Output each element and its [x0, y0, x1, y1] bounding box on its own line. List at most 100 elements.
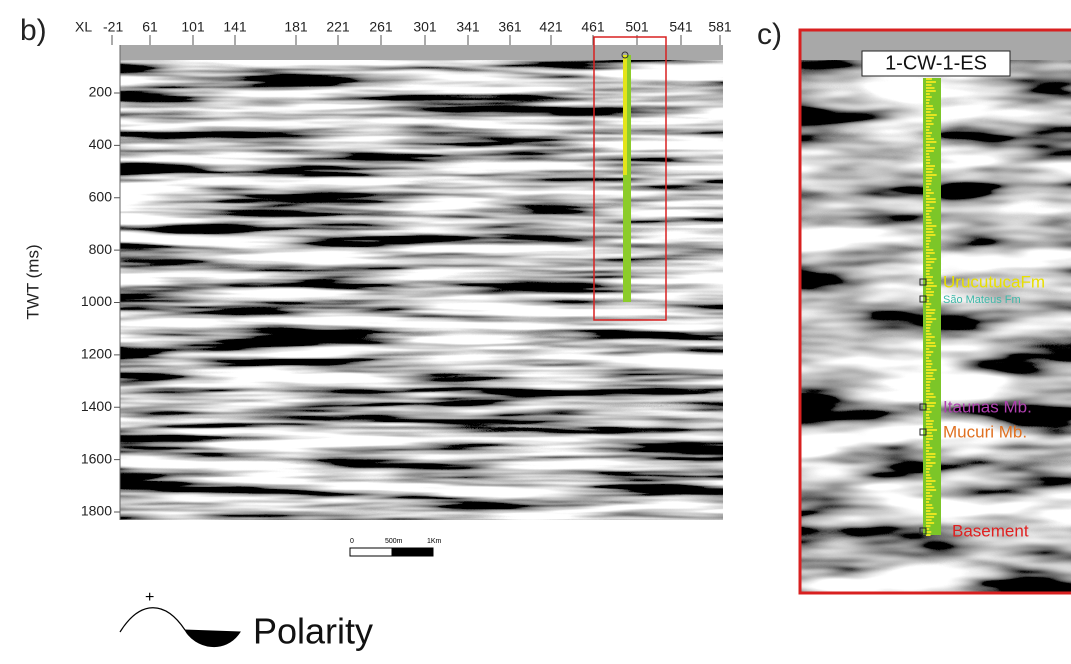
y-tick-label: 600: [89, 188, 113, 204]
gr-sample: [926, 264, 931, 266]
gr-sample: [926, 528, 930, 530]
gr-sample: [926, 465, 933, 467]
x-ticks: -21 61 101 141 181 221 261 301 341 361 421 461 501 54…: [103, 19, 732, 45]
gr-sample: [926, 183, 932, 185]
gr-sample: [926, 504, 933, 506]
zoom-box: [593, 36, 667, 321]
gr-sample: [926, 141, 937, 143]
gr-sample: [926, 123, 934, 125]
gr-sample: [926, 378, 935, 380]
gr-sample: [926, 339, 931, 341]
gr-sample: [926, 135, 931, 137]
gr-sample: [926, 216, 931, 218]
x-tick-label: 541: [669, 19, 693, 35]
gr-sample: [926, 369, 937, 371]
gr-sample: [926, 279, 932, 281]
x-tick-label: 221: [326, 19, 350, 35]
gr-sample: [926, 372, 934, 374]
gr-sample: [926, 159, 931, 161]
gr-sample: [926, 468, 931, 470]
gr-sample: [926, 240, 931, 242]
gr-sample: [926, 483, 932, 485]
x-tick-label: 461: [581, 19, 605, 35]
x-axis-prefix: XL: [75, 19, 92, 35]
gr-sample: [926, 345, 937, 347]
gr-sample: [926, 165, 935, 167]
scale-label: 0: [350, 538, 354, 545]
gr-sample: [926, 438, 933, 440]
gr-sample: [926, 282, 934, 284]
x-tick-label: 341: [456, 19, 480, 35]
gr-sample: [926, 228, 933, 230]
top-marker: [919, 403, 927, 411]
gr-sample: [926, 174, 937, 176]
formation-label: Mucuri Mb.: [943, 422, 1027, 441]
gr-sample: [926, 258, 937, 260]
formation-tops: UrucutucaFm São Mateus Fm Itaunas Mb. Mucur…: [919, 272, 1045, 540]
gr-sample: [926, 285, 937, 287]
gr-sample: [926, 210, 932, 212]
gr-sample: [926, 87, 935, 89]
well-name: 1-CW-1-ES: [885, 52, 987, 74]
gr-sample: [926, 348, 930, 350]
gr-sample: [926, 267, 933, 269]
gr-sample: [926, 195, 930, 197]
gr-sample: [926, 297, 930, 299]
well-log-gr: [926, 78, 937, 536]
gr-sample: [926, 435, 933, 437]
gr-sample: [926, 447, 933, 449]
gr-sample: [926, 420, 934, 422]
polarity-sign: +: [145, 589, 154, 606]
gr-sample: [926, 477, 932, 479]
gr-sample: [926, 510, 931, 512]
gr-sample: [926, 132, 932, 134]
top-marker: [919, 295, 927, 303]
y-tick-label: 200: [89, 84, 113, 100]
gr-sample: [926, 474, 931, 476]
gr-sample: [926, 315, 932, 317]
well-log: [623, 55, 631, 302]
gr-sample: [926, 105, 933, 107]
gr-sample: [926, 126, 931, 128]
gr-sample: [926, 444, 930, 446]
gr-sample: [926, 249, 934, 251]
gr-sample: [926, 318, 937, 320]
gr-sample: [926, 252, 935, 254]
gr-sample: [926, 81, 936, 83]
y-tick-label: 800: [89, 241, 113, 257]
gr-sample: [926, 270, 930, 272]
gr-sample: [926, 357, 930, 359]
gr-sample: [926, 198, 936, 200]
gr-sample: [926, 138, 934, 140]
gr-sample: [926, 225, 937, 227]
gr-sample: [926, 534, 931, 536]
y-ticks: 200 400 600 800 1000 1200 1400 1600 1800: [81, 84, 120, 519]
gr-sample: [926, 144, 931, 146]
zoom-frame: [798, 28, 1071, 595]
gr-sample: [926, 114, 937, 116]
gr-sample: [926, 363, 933, 365]
gr-sample: [926, 321, 933, 323]
gr-sample: [926, 168, 934, 170]
gr-sample: [926, 396, 936, 398]
gr-sample: [926, 489, 937, 491]
gr-sample: [926, 180, 932, 182]
y-tick-label: 1200: [81, 346, 112, 362]
gr-sample: [926, 288, 931, 290]
gr-sample: [926, 531, 932, 533]
gr-sample: [926, 492, 931, 494]
gr-sample: [926, 255, 930, 257]
gr-sample: [926, 150, 934, 152]
x-tick-label: 581: [708, 19, 732, 35]
gr-sample: [926, 390, 930, 392]
seismic-section: [120, 45, 723, 520]
gr-sample: [926, 423, 933, 425]
gr-sample: [926, 171, 933, 173]
y-tick-label: 400: [89, 136, 113, 152]
gr-sample: [926, 207, 935, 209]
gr-sample: [926, 456, 936, 458]
gr-sample: [926, 162, 931, 164]
gr-sample: [926, 516, 935, 518]
